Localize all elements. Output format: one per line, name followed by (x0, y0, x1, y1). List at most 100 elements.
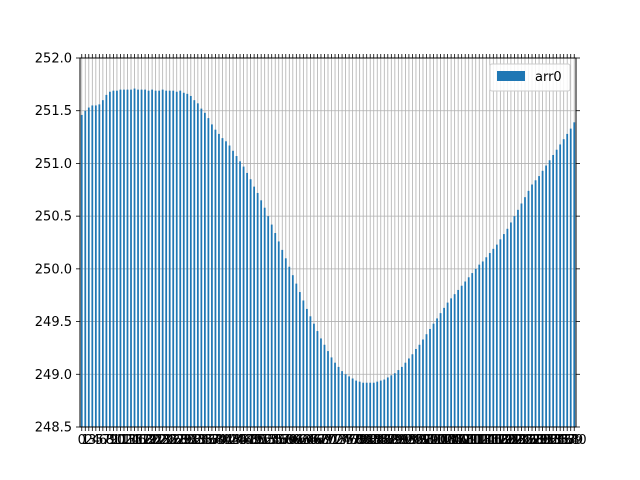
bar (302, 300, 305, 427)
bar (242, 166, 245, 427)
bar (133, 88, 136, 428)
y-tick-label: 248.5 (35, 421, 72, 436)
bar (256, 192, 259, 427)
bar (488, 253, 491, 427)
x-tick-label: 104 (435, 433, 460, 448)
bar (172, 90, 175, 427)
x-tick-label: 102 (428, 433, 453, 448)
x-tick-label: 34 (193, 433, 210, 448)
bar (288, 266, 291, 427)
bar (263, 207, 266, 427)
bar (379, 380, 382, 427)
y-tick-label: 249.5 (35, 315, 72, 330)
x-tick-label: 88 (383, 433, 400, 448)
y-axis-ticks: 248.5 249.0 249.5 250.0 250.5 251.0 251.5 252.0 (35, 52, 580, 436)
bar (513, 216, 516, 427)
bar (126, 89, 129, 427)
bar (284, 258, 287, 427)
x-tick-label: 134 (541, 433, 566, 448)
bar (309, 316, 312, 427)
x-tick-label: 46 (235, 433, 252, 448)
x-tick-label: 127 (516, 433, 541, 448)
x-tick-label: 78 (348, 433, 365, 448)
bar (281, 249, 284, 427)
x-tick-label: 55 (267, 433, 284, 448)
x-tick-label: 116 (477, 433, 502, 448)
x-tick-label: 28 (172, 433, 189, 448)
bar (225, 141, 227, 427)
x-tick-label: 131 (530, 433, 555, 448)
x-tick-label: 69 (316, 433, 333, 448)
bar (358, 381, 361, 427)
bar (510, 222, 512, 427)
x-tick-label: 133 (537, 433, 562, 448)
x-tick-label: 62 (292, 433, 309, 448)
x-tick-label: 23 (154, 433, 171, 448)
bar (168, 90, 171, 427)
bar (144, 89, 146, 427)
bar (249, 179, 252, 427)
x-tick-label: 10 (109, 433, 126, 448)
x-tick-label: 135 (544, 433, 569, 448)
bar (298, 292, 301, 427)
bar (531, 184, 533, 427)
bar (207, 118, 210, 427)
legend-box (489, 63, 571, 92)
x-tick-label: 70 (320, 433, 337, 448)
x-tick-label: 129 (523, 433, 548, 448)
x-tick-label: 17 (133, 433, 150, 448)
x-tick-label: 64 (299, 433, 316, 448)
x-tick-label: 81 (358, 433, 375, 448)
bar (383, 379, 386, 427)
bar (291, 275, 294, 427)
x-tick-label: 31 (183, 433, 200, 448)
x-tick-label: 49 (246, 433, 263, 448)
bar (446, 302, 449, 427)
x-tick-label: 80 (355, 433, 372, 448)
legend-swatch (497, 71, 525, 81)
bar (260, 200, 263, 427)
bar (161, 89, 164, 427)
bar (453, 294, 456, 427)
x-tick-label: 137 (551, 433, 576, 448)
x-tick-label: 90 (390, 433, 407, 448)
bar (316, 331, 319, 427)
bar (355, 380, 358, 427)
bar (555, 149, 558, 428)
bar (485, 257, 488, 427)
legend: arr0 (489, 63, 571, 92)
x-tick-label: 101 (425, 433, 450, 448)
x-tick-label: 15 (126, 433, 143, 448)
x-tick-label: 105 (439, 433, 464, 448)
bar (365, 382, 368, 427)
bar (341, 371, 343, 427)
x-tick-label: 20 (144, 433, 161, 448)
y-tick-label: 250.5 (35, 210, 72, 225)
bar (527, 190, 530, 427)
x-tick-label: 1 (81, 433, 89, 448)
bar (573, 122, 576, 427)
bar (520, 203, 523, 427)
x-tick-label: 53 (260, 433, 277, 448)
x-tick-label: 26 (165, 433, 182, 448)
bar (119, 89, 122, 427)
bar (221, 138, 224, 427)
x-tick-label: 128 (520, 433, 545, 448)
x-tick-label: 96 (411, 433, 428, 448)
x-tick-label: 91 (394, 433, 411, 448)
bar (196, 103, 199, 427)
bar (105, 94, 108, 428)
bar (151, 89, 153, 427)
bar (175, 91, 178, 427)
bar (418, 344, 421, 427)
bar (140, 89, 143, 427)
bar (94, 105, 97, 427)
bar (386, 377, 389, 427)
bar (80, 114, 83, 427)
bar (474, 268, 477, 427)
x-tick-label: 93 (401, 433, 418, 448)
x-tick-label: 106 (442, 433, 467, 448)
bar (471, 273, 474, 427)
x-tick-label: 13 (119, 433, 136, 448)
x-tick-label: 18 (137, 433, 154, 448)
